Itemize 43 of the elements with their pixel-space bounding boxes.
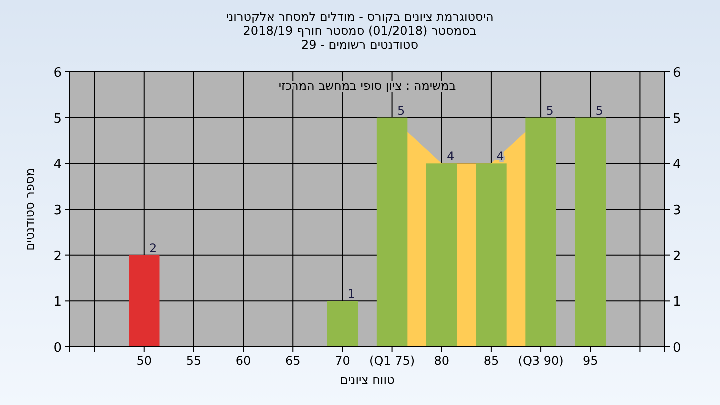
y2-tick-label: 3 (673, 204, 682, 218)
x-tick-label: 80 (434, 354, 450, 368)
x-tick-label: 60 (236, 354, 252, 368)
y2-tick-label: 4 (673, 158, 682, 173)
bar (476, 164, 507, 347)
y-tick-label: 2 (54, 249, 62, 264)
data-label: 2 (150, 241, 158, 256)
data-label: 4 (496, 150, 504, 164)
bar (526, 118, 556, 347)
bar (327, 301, 358, 347)
y2-tick-label: 2 (673, 249, 682, 264)
x-tick-label: 95 (582, 354, 598, 368)
data-label: 4 (447, 150, 455, 164)
x-tick-label: 70 (335, 354, 350, 368)
y2-tick-label: 5 (673, 112, 682, 127)
y-tick-label: 0 (54, 341, 62, 356)
chart-subtitle: בסמסטר (01/2018) סמסטר חורף 2018/19 (243, 24, 477, 38)
x-tick-label: 50 (136, 354, 152, 368)
data-label: 5 (546, 104, 554, 118)
y2-tick-label: 0 (673, 341, 682, 356)
y2-tick-label: 1 (673, 295, 682, 310)
bar (426, 164, 458, 347)
data-label: 5 (397, 104, 406, 118)
y-axis-title: מספר סטודנטים (23, 168, 37, 251)
bar (376, 118, 408, 347)
chart-title: היסטוגרמת ציונים בקורס - מודלים למסחר אלקטרוני (226, 10, 494, 24)
x-tick-label: (Q1 75) (370, 354, 416, 368)
x-tick-label: 85 (484, 354, 500, 368)
x-tick-label: (Q3 90) (518, 354, 564, 368)
x-tick-label: 65 (285, 354, 301, 368)
bar (129, 255, 160, 347)
y-tick-label: 6 (54, 66, 62, 81)
y2-tick-label: 6 (673, 66, 682, 81)
x-tick-label: 55 (186, 354, 202, 368)
y-tick-label: 5 (54, 112, 62, 127)
bar (575, 118, 606, 347)
y-tick-label: 3 (54, 204, 62, 218)
y-tick-label: 1 (54, 295, 62, 310)
text: סטודנטים רשומים - 29 (301, 38, 419, 52)
data-label: 1 (348, 287, 356, 302)
x-axis-title: טווח ציונים (340, 373, 395, 387)
y-tick-label: 4 (54, 158, 62, 173)
data-label: 5 (596, 104, 604, 118)
